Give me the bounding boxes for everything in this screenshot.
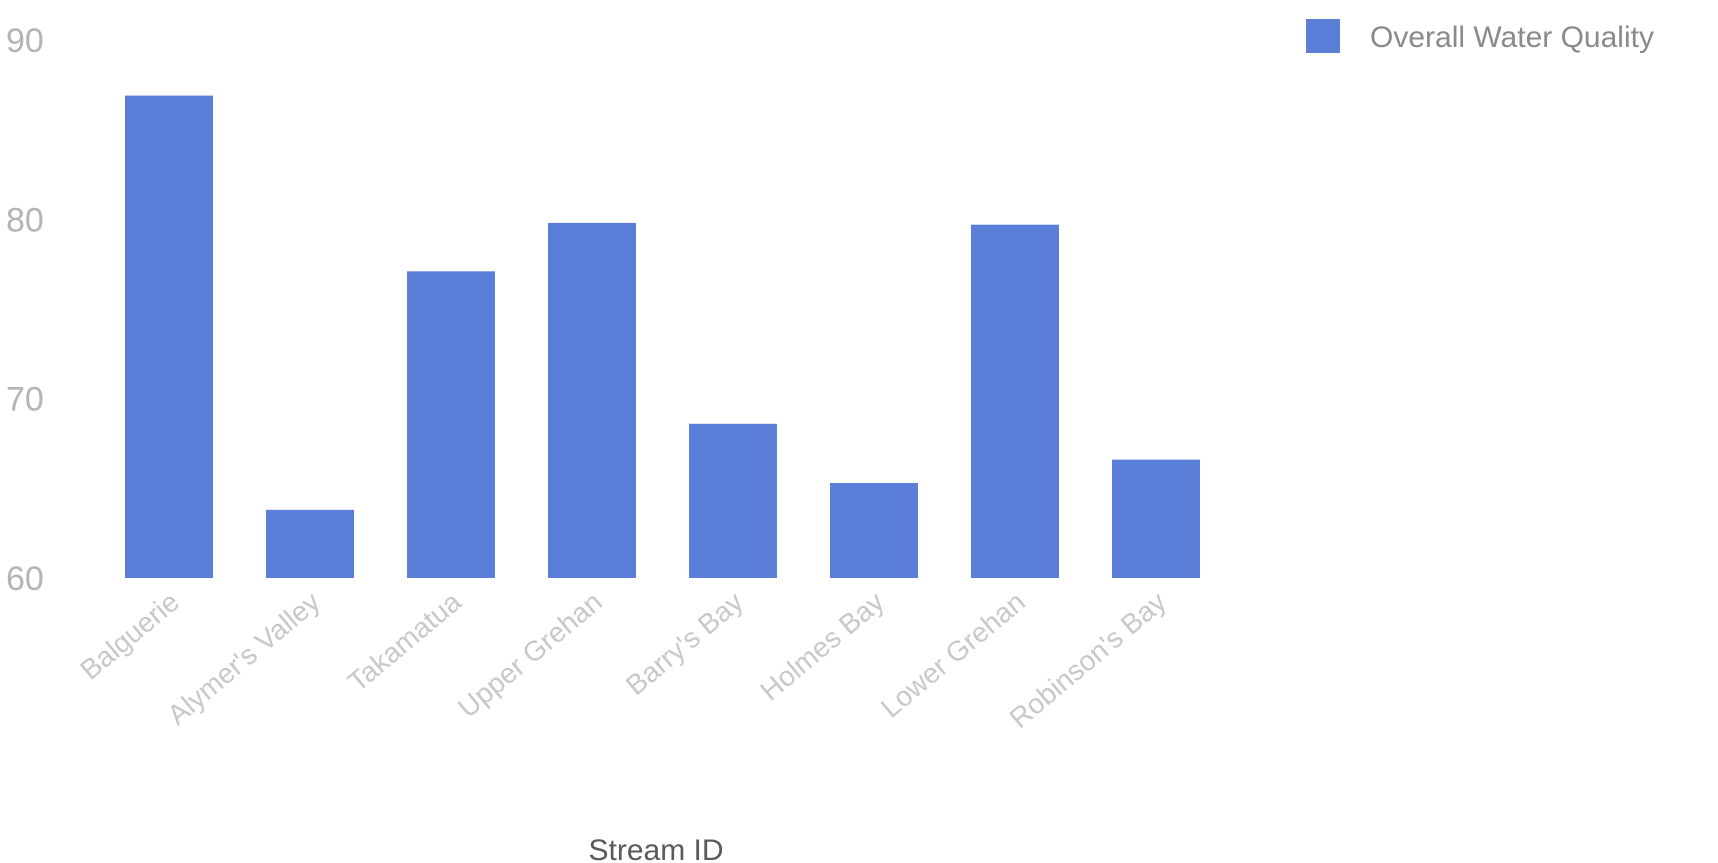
x-axis-title: Stream ID: [588, 834, 723, 863]
legend-swatch: [1306, 19, 1340, 53]
y-tick-label: 60: [6, 560, 44, 598]
y-tick-label: 90: [6, 22, 44, 60]
x-tick-label: Upper Grehan: [452, 586, 608, 724]
legend-label: Overall Water Quality: [1370, 21, 1654, 54]
bar[interactable]: [548, 222, 636, 579]
bars: [125, 95, 1200, 579]
legend[interactable]: Overall Water Quality: [1306, 19, 1654, 54]
bar[interactable]: [266, 509, 354, 578]
x-tick-label: Lower Grehan: [875, 586, 1031, 724]
x-tick-label: Takamatua: [342, 586, 467, 698]
x-tick-label: Holmes Bay: [754, 586, 890, 707]
y-tick-label: 80: [6, 201, 44, 239]
y-axis: 60 70 80 90: [6, 22, 44, 598]
x-tick-label: Barry's Bay: [620, 586, 749, 701]
y-tick-label: 70: [6, 381, 44, 419]
bar[interactable]: [125, 95, 213, 579]
bar[interactable]: [971, 224, 1059, 579]
x-tick-label: Balguerie: [74, 586, 185, 686]
bar[interactable]: [1112, 459, 1200, 578]
bar[interactable]: [830, 482, 918, 578]
bar[interactable]: [689, 423, 777, 578]
x-tick-label: Alymer's Valley: [162, 586, 326, 731]
bar[interactable]: [407, 271, 495, 578]
